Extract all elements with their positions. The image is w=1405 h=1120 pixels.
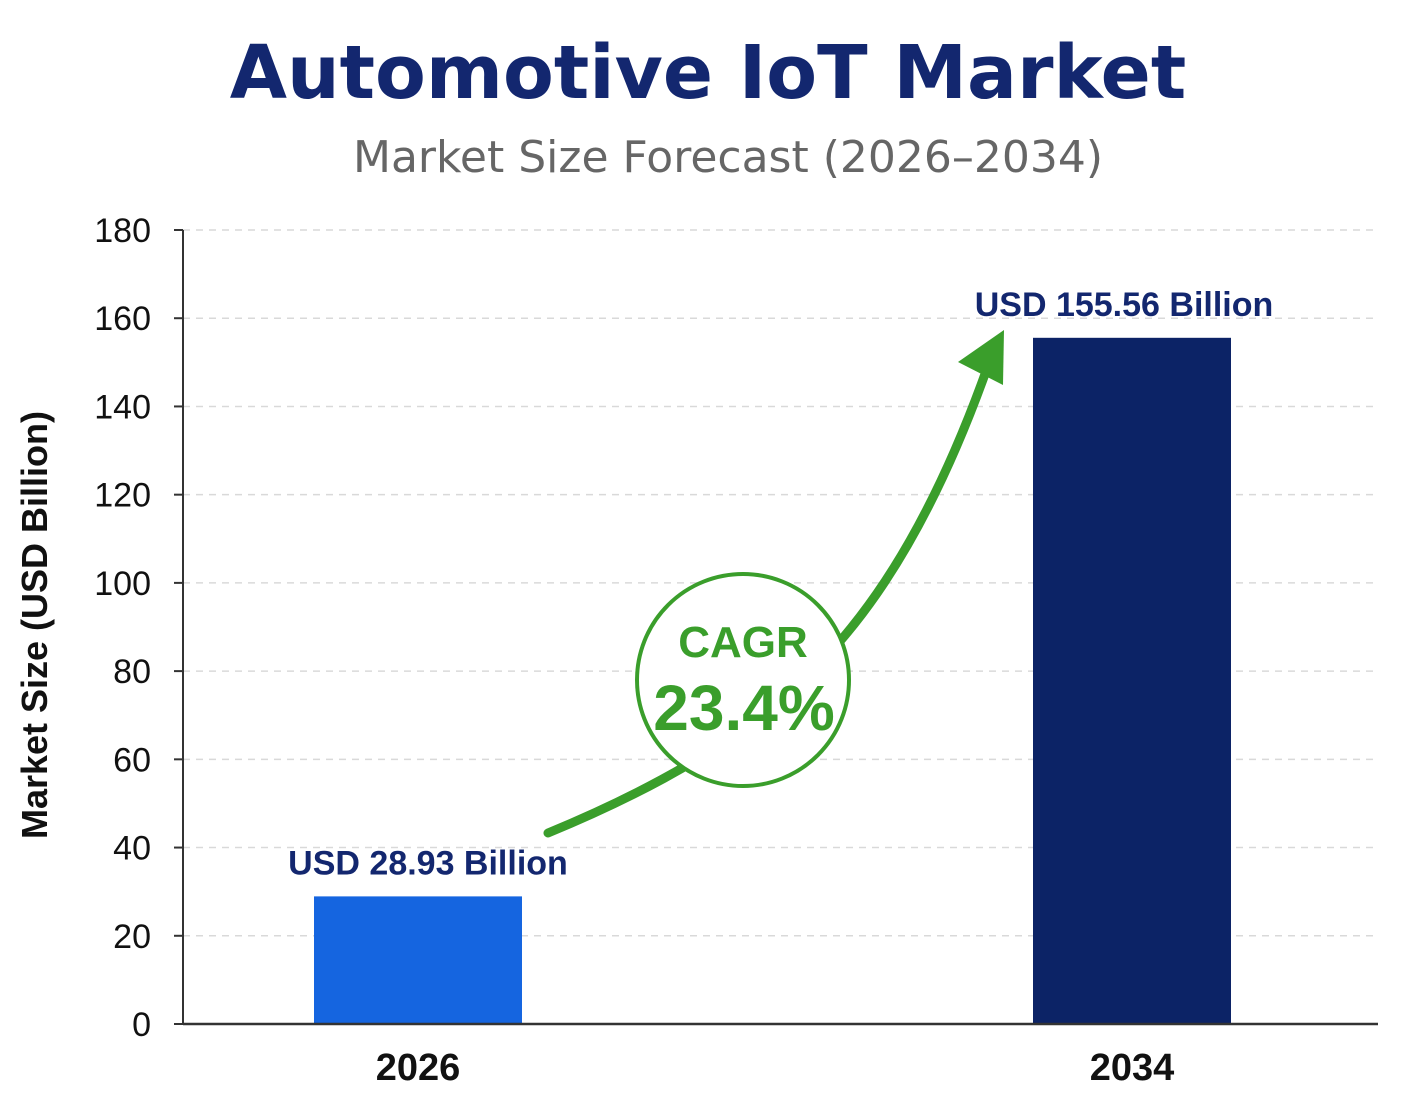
data-label: USD 155.56 Billion: [975, 286, 1274, 324]
x-tick-label: 2034: [1090, 1047, 1175, 1089]
y-tick-label: 160: [94, 300, 151, 338]
x-axis-ticks: 2026 2034: [376, 1047, 1175, 1089]
y-axis-label: Market Size (USD Billion): [14, 411, 55, 839]
bar-2026: [314, 896, 522, 1024]
chart-title: Automotive IoT Market: [230, 30, 1187, 116]
data-label: USD 28.93 Billion: [288, 844, 568, 882]
bars: [314, 337, 1231, 1024]
data-labels: USD 28.93 Billion USD 155.56 Billion: [288, 286, 1273, 883]
cagr-label: CAGR: [678, 618, 808, 667]
bar-2034: [1033, 337, 1231, 1024]
cagr-value: 23.4%: [653, 672, 834, 744]
cagr-annotation: CAGR 23.4%: [543, 330, 1004, 838]
x-tick-label: 2026: [376, 1047, 461, 1089]
cagr-badge: [635, 572, 851, 788]
y-tick-label: 100: [94, 565, 151, 603]
y-tick-label: 20: [113, 918, 151, 956]
axes: [182, 230, 1378, 1026]
y-tick-label: 0: [132, 1006, 151, 1044]
arrow-head-icon: [958, 330, 1004, 385]
y-axis-ticks: 0 20 40 60 80 100 120 140 160 180: [94, 212, 183, 1044]
y-tick-label: 140: [94, 388, 151, 426]
y-tick-label: 120: [94, 477, 151, 515]
y-tick-label: 40: [113, 830, 151, 868]
chart-subtitle: Market Size Forecast (2026–2034): [353, 132, 1103, 183]
y-tick-label: 180: [94, 212, 151, 250]
y-tick-label: 80: [113, 653, 151, 691]
y-tick-label: 60: [113, 741, 151, 779]
